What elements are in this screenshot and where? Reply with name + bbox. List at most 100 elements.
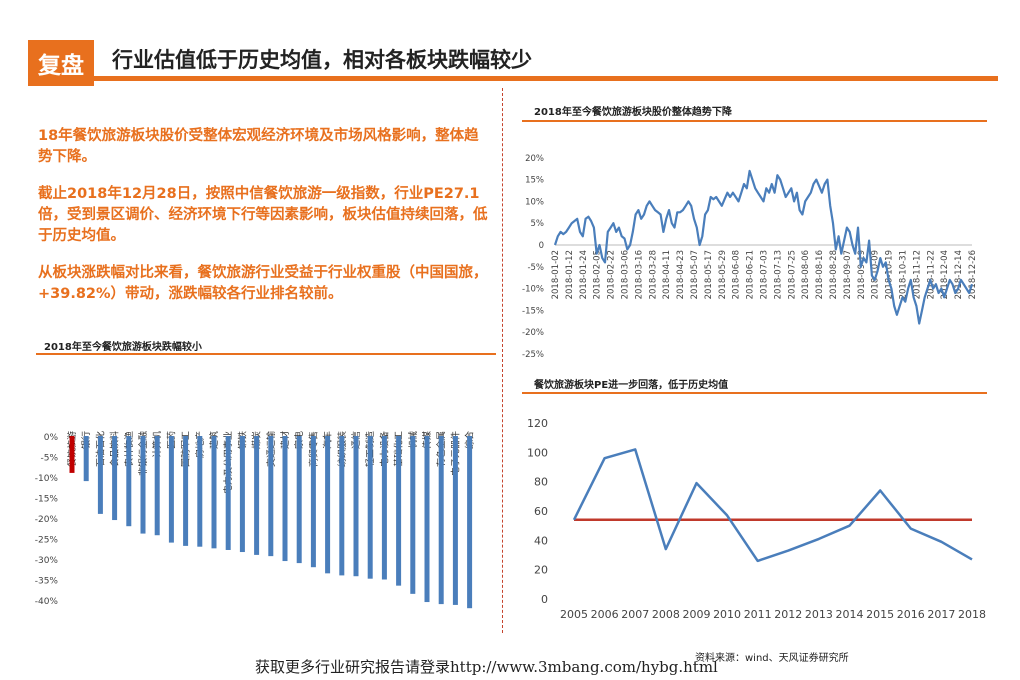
bar-y-tick-label: -15% (35, 495, 59, 505)
price-y-tick-label: -15% (522, 306, 544, 316)
price-x-tick-label: 2018-03-16 (634, 250, 644, 299)
bar (353, 436, 359, 577)
bar (410, 436, 416, 594)
price-x-tick-label: 2018-01-24 (579, 250, 589, 299)
bar (239, 436, 245, 553)
bar (126, 436, 132, 527)
bar (254, 436, 260, 555)
price-x-tick-label: 2018-11-22 (926, 250, 936, 299)
price-y-tick-label: -10% (522, 285, 544, 295)
column-divider (502, 88, 503, 633)
bar (140, 436, 146, 534)
sector-return-bar-chart: 0%-5%-10%-15%-20%-25%-30%-35%-40%餐饮旅游银行石… (35, 431, 476, 609)
pe-x-tick-label: 2009 (682, 608, 710, 621)
pe-x-tick-label: 2012 (774, 608, 802, 621)
price-chart-title: 2018年至今餐饮旅游板块股价整体趋势下降 (534, 107, 732, 118)
bar-y-tick-label: -40% (35, 597, 59, 607)
price-x-tick-label: 2018-07-25 (787, 250, 797, 299)
pe-x-tick-label: 2017 (927, 608, 955, 621)
bar (367, 436, 373, 579)
price-x-tick-label: 2018-04-11 (662, 250, 672, 299)
price-x-tick-label: 2018-07-13 (773, 250, 783, 299)
pe-x-tick-label: 2013 (805, 608, 833, 621)
bar-chart-title: 2018年至今餐饮旅游板块跌幅较小 (44, 342, 202, 353)
price-x-tick-label: 2018-05-17 (704, 250, 714, 299)
pe-x-tick-label: 2014 (836, 608, 864, 621)
page-title: 行业估值低于历史均值，相对各板块跌幅较少 (112, 48, 532, 72)
bar-chart-title-rule (36, 353, 496, 355)
pe-y-tick-label: 60 (534, 505, 548, 518)
bar (381, 436, 387, 580)
footer-link-text: 获取更多行业研究报告请登录http://www.3mbang.com/hybg.… (255, 658, 718, 676)
price-trend-line-chart: 20% 15% 10% 5% 0 -5% -10% -15% -20% -25% 2018-01-0… (522, 154, 978, 360)
bar (268, 436, 274, 557)
price-x-tick-label: 2018-12-04 (940, 250, 950, 299)
title-underline (94, 76, 998, 81)
bar (467, 436, 473, 609)
pe-x-tick-label: 2015 (866, 608, 894, 621)
pe-y-tick-label: 80 (534, 476, 548, 489)
pe-x-tick-label: 2016 (897, 608, 925, 621)
price-x-tick-label: 2018-08-28 (829, 250, 839, 299)
bar (438, 436, 444, 605)
bar (97, 436, 103, 514)
price-y-tick-label: 20% (525, 154, 544, 164)
price-x-tick-label: 2018-10-19 (885, 250, 895, 299)
bar-y-tick-label: -20% (35, 515, 59, 525)
bar (310, 436, 316, 568)
bar (452, 436, 458, 605)
bar-y-tick-label: -30% (35, 556, 59, 566)
pe-x-tick-label: 2011 (744, 608, 772, 621)
paragraph-summary: 18年餐饮旅游板块股价受整体宏观经济环境及市场风格影响，整体趋势下降。 (38, 128, 479, 165)
bar (282, 436, 288, 562)
bar (424, 436, 430, 603)
bar (396, 436, 402, 586)
pe-x-tick-label: 2008 (652, 608, 680, 621)
pe-y-tick-label: 120 (527, 417, 548, 430)
bar (168, 436, 174, 543)
price-x-tick-label: 2018-11-12 (912, 250, 922, 299)
price-x-tick-label: 2018-09-19 (857, 250, 867, 299)
price-series-line (553, 169, 974, 325)
bar (83, 436, 89, 482)
price-x-tick-label: 2018-08-16 (815, 250, 825, 299)
price-x-tick-label: 2018-01-12 (565, 250, 575, 299)
bar (225, 436, 231, 550)
price-x-tick-label: 2018-08-06 (801, 250, 811, 299)
price-x-tick-label: 2018-04-23 (676, 250, 686, 299)
price-x-tick-label: 2018-10-31 (899, 250, 909, 299)
bar-y-tick-label: -10% (35, 474, 59, 484)
bar-y-tick-label: -35% (35, 577, 59, 587)
price-y-tick-label: -25% (522, 350, 544, 360)
price-chart-title-rule (522, 120, 987, 122)
price-x-tick-label: 2018-06-08 (732, 250, 742, 299)
pe-chart-title: 餐饮旅游板块PE进一步回落，低于历史均值 (534, 380, 729, 391)
price-y-tick-label: 15% (525, 176, 544, 186)
bar (69, 436, 75, 473)
bar (325, 436, 331, 574)
price-y-tick-label: 5% (531, 219, 545, 229)
price-x-tick-label: 2018-05-29 (718, 250, 728, 299)
bar-y-tick-label: -25% (35, 536, 59, 546)
price-x-tick-label: 2018-12-26 (968, 250, 978, 299)
price-x-tick-label: 2018-02-22 (607, 250, 617, 299)
pe-x-tick-label: 2010 (713, 608, 741, 621)
bar (183, 436, 189, 546)
pe-x-tick-label: 2007 (621, 608, 649, 621)
price-x-tick-label: 2018-07-03 (760, 250, 770, 299)
pe-series-line (572, 448, 973, 563)
pe-y-tick-label: 40 (534, 534, 548, 547)
bar (112, 436, 118, 521)
price-x-tick-label: 2018-05-07 (690, 250, 700, 299)
bar (211, 436, 217, 549)
bar (296, 436, 302, 564)
bar (339, 436, 345, 576)
price-x-tick-label: 2018-03-28 (648, 250, 658, 299)
pe-y-tick-label: 0 (541, 593, 548, 606)
price-y-tick-label: -20% (522, 328, 544, 338)
pe-x-tick-label: 2005 (560, 608, 588, 621)
paragraph-valuation: 截止2018年12月28日，按照中信餐饮旅游一级指数，行业PE27.1倍，受到景… (38, 186, 488, 244)
pe-y-tick-label: 20 (534, 564, 548, 577)
price-x-tick-label: 2018-06-21 (746, 250, 756, 299)
